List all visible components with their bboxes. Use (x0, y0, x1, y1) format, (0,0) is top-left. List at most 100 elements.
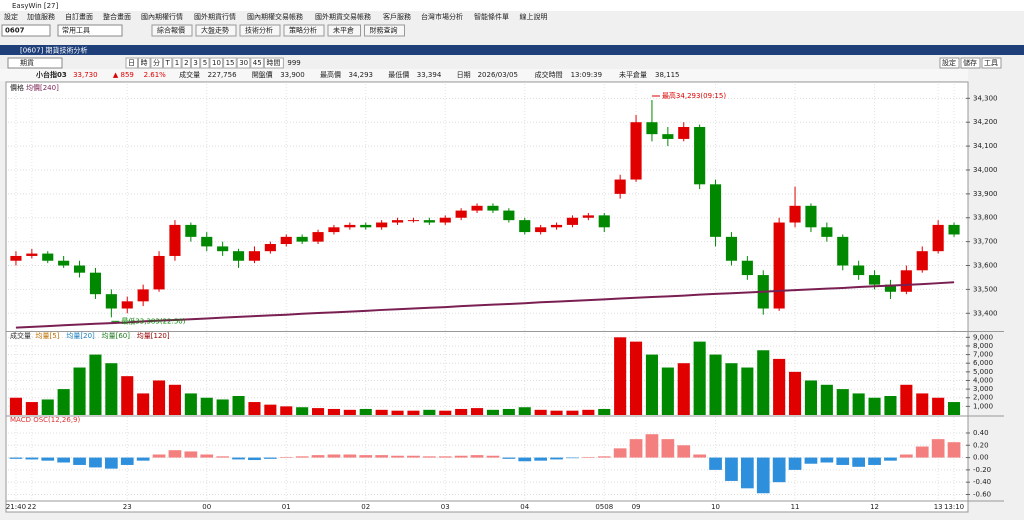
volume-bar (582, 409, 595, 415)
candle-body (232, 251, 245, 261)
period-button[interactable] (172, 57, 182, 69)
quote-value: 33,394 (417, 71, 442, 79)
candle-body (248, 251, 261, 261)
period-button[interactable] (150, 57, 163, 69)
x-tick-label: 22 (27, 503, 36, 511)
menu-item[interactable]: 線上說明 (520, 12, 548, 21)
volume-bar (105, 363, 118, 415)
period-button[interactable] (200, 57, 210, 69)
period-button[interactable] (236, 57, 251, 69)
y-tick-label: 0.00 (973, 454, 989, 462)
period-button[interactable] (190, 57, 201, 69)
volume-bar (725, 363, 738, 415)
period-button[interactable] (250, 57, 264, 69)
inner-title: [0607] 期貨技術分析 (20, 46, 88, 55)
x-tick-label: 09 (632, 503, 641, 511)
volume-bar (455, 408, 468, 415)
ma-line (15, 281, 955, 329)
period-label: 5 (203, 59, 207, 67)
period-button[interactable] (223, 57, 237, 69)
menu-item[interactable]: 整合畫面 (103, 12, 131, 21)
macd-bar (391, 455, 404, 458)
toolbar-button[interactable] (364, 24, 405, 37)
menu-item[interactable]: 國內期權交易帳務 (247, 12, 303, 21)
volume-bar (900, 384, 913, 415)
volume-bar (248, 402, 261, 415)
candle-body (376, 222, 388, 228)
menu-item[interactable]: 客戶服務 (383, 12, 411, 21)
toolbar-button[interactable] (327, 24, 361, 37)
code-box[interactable] (1, 24, 51, 37)
candle-body (439, 217, 451, 223)
product-box[interactable] (7, 57, 63, 69)
toolbar-button[interactable] (239, 24, 281, 37)
period-button[interactable] (125, 57, 138, 69)
y-tick-label: 9,000 (973, 333, 993, 341)
period-button[interactable] (138, 57, 151, 69)
candle-body (121, 301, 133, 309)
menu-item[interactable]: 台灣市場分析 (421, 12, 463, 21)
macd-bar (470, 455, 484, 458)
count: 999 (287, 59, 300, 67)
menu-item[interactable]: 國內期權行情 (141, 12, 183, 21)
volume-bar (709, 354, 722, 415)
window-button[interactable] (960, 57, 981, 69)
quote-label: 最低價 (388, 70, 409, 79)
macd-bar (375, 455, 389, 458)
candle-body (709, 184, 722, 237)
candle-body (344, 224, 356, 228)
period-label: 日 (128, 59, 135, 67)
macd-bar (263, 457, 277, 459)
y-tick-label: 33,400 (973, 309, 998, 317)
macd-bar (57, 457, 71, 463)
menu-item[interactable]: 智能條件單 (474, 12, 509, 21)
macd-bar (295, 456, 309, 458)
candle-body (296, 236, 308, 242)
toolbar-button-label: 策略分析 (289, 26, 317, 35)
quote-label: 日期 (457, 71, 471, 79)
volume-bar (359, 408, 372, 415)
menu-item[interactable]: 加值服務 (27, 12, 55, 21)
volume-bar (471, 408, 484, 415)
period-button[interactable] (209, 57, 224, 69)
macd-bar (168, 450, 182, 458)
period-button[interactable] (163, 57, 173, 69)
candle-body (789, 205, 801, 223)
tools-box[interactable] (57, 24, 123, 37)
toolbar-button-label: 財務查詢 (370, 26, 398, 35)
window-button[interactable] (939, 57, 960, 69)
volume-bar (200, 397, 213, 415)
toolbar-button[interactable] (283, 24, 325, 37)
macd-bar (216, 456, 230, 458)
candle-body (201, 236, 213, 247)
period-button[interactable] (263, 57, 284, 69)
volume-bar (661, 367, 674, 415)
window-button[interactable] (981, 57, 1002, 69)
macd-bar (152, 454, 166, 458)
candle-body (10, 255, 22, 261)
menu-item[interactable]: 自訂畫面 (65, 12, 93, 21)
volume-bar (852, 393, 865, 415)
menu-item[interactable]: 設定 (4, 12, 18, 21)
annotation: 最低33,383(22:50) (121, 316, 185, 325)
x-tick-label: 23 (123, 503, 132, 511)
toolbar-button[interactable] (195, 24, 237, 37)
toolbar-button[interactable] (151, 24, 193, 37)
volume-bar (439, 410, 452, 415)
y-tick-label: 33,700 (973, 238, 998, 246)
candle-body (503, 210, 515, 221)
volume-bar (57, 389, 70, 415)
macd-bar (852, 457, 866, 467)
app-title: EasyWin [27] (12, 2, 59, 10)
x-tick-label: 21:40 (6, 503, 26, 511)
candle-body (550, 224, 563, 228)
menu-item[interactable]: 國外期貨行情 (194, 12, 236, 21)
period-button[interactable] (181, 57, 191, 69)
volume-legend: 均量[5] (36, 331, 60, 340)
menu-item[interactable]: 國外期貨交易帳務 (315, 12, 371, 21)
quote-value: 227,756 (208, 71, 237, 79)
macd-bar (931, 439, 945, 458)
macd-bar (645, 434, 659, 458)
period-label: 2 (184, 59, 188, 67)
volume-legend: 成交量 (10, 331, 31, 340)
